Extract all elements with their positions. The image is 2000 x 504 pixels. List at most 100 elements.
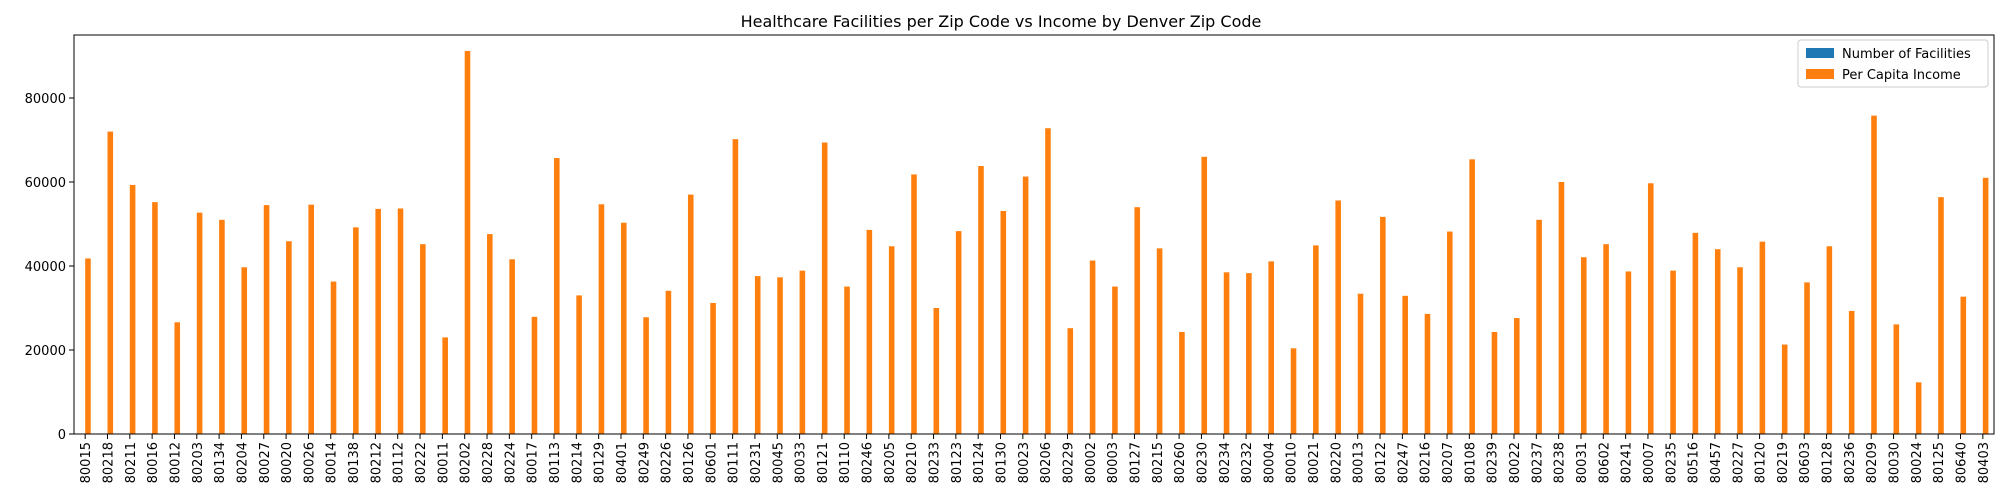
x-tick-label: 80228 — [481, 442, 496, 483]
bar-per-capita-income — [1157, 248, 1163, 434]
x-tick-label: 80247 — [1396, 442, 1411, 483]
x-tick-label: 80227 — [1731, 442, 1746, 483]
x-tick-label: 80640 — [1955, 442, 1970, 483]
bar-per-capita-income — [1670, 271, 1676, 434]
bar-per-capita-income — [465, 51, 471, 434]
x-tick-label: 80204 — [235, 442, 250, 483]
bar-per-capita-income — [1358, 294, 1364, 434]
bar-per-capita-income — [554, 158, 560, 434]
x-tick-label: 80601 — [704, 442, 719, 483]
bar-per-capita-income — [800, 271, 806, 434]
bar-per-capita-income — [688, 195, 694, 434]
bar-per-capita-income — [576, 295, 582, 434]
x-tick-label: 80246 — [861, 442, 876, 483]
bar-per-capita-income — [710, 303, 716, 434]
x-tick-label: 80125 — [1932, 442, 1947, 483]
y-tick-label: 0 — [58, 428, 66, 443]
bar-per-capita-income — [331, 282, 337, 434]
x-tick-label: 80220 — [1329, 442, 1344, 483]
x-tick-label: 80234 — [1218, 442, 1233, 483]
x-tick-label: 80011 — [436, 442, 451, 483]
x-tick-label: 80232 — [1240, 442, 1255, 483]
x-tick-label: 80012 — [168, 442, 183, 483]
x-tick-label: 80003 — [1106, 442, 1121, 483]
x-tick-label: 80214 — [570, 442, 585, 483]
bar-per-capita-income — [1001, 211, 1007, 434]
x-tick-label: 80108 — [1463, 442, 1478, 483]
x-tick-label: 80401 — [615, 442, 630, 483]
bar-per-capita-income — [1894, 324, 1900, 434]
x-tick-label: 80113 — [548, 442, 563, 483]
x-tick-label: 80024 — [1910, 442, 1925, 483]
bar-per-capita-income — [509, 259, 515, 434]
x-tick-label: 80249 — [637, 442, 652, 483]
bar-per-capita-income — [1849, 311, 1855, 434]
x-tick-label: 80202 — [459, 442, 474, 483]
x-tick-label: 80120 — [1754, 442, 1769, 483]
x-tick-label: 80403 — [1977, 442, 1992, 483]
bar-per-capita-income — [375, 209, 381, 434]
bar-per-capita-income — [1402, 296, 1408, 434]
x-tick-label: 80205 — [883, 442, 898, 483]
bar-per-capita-income — [1335, 200, 1341, 434]
bar-per-capita-income — [107, 132, 113, 434]
bar-per-capita-income — [1425, 314, 1431, 434]
bar-per-capita-income — [286, 241, 292, 434]
x-tick-label: 80207 — [1441, 442, 1456, 483]
x-tick-label: 80516 — [1687, 442, 1702, 483]
bar-per-capita-income — [599, 204, 605, 434]
legend-swatch — [1806, 69, 1834, 79]
x-tick-label: 80224 — [503, 442, 518, 483]
bar-per-capita-income — [956, 231, 962, 434]
x-tick-label: 80219 — [1776, 442, 1791, 483]
bar-per-capita-income — [398, 208, 404, 434]
bar-per-capita-income — [822, 143, 828, 434]
bar-per-capita-income — [1782, 345, 1788, 434]
x-tick-label: 80111 — [727, 442, 742, 483]
x-tick-label: 80030 — [1888, 442, 1903, 483]
x-tick-label: 80010 — [1285, 442, 1300, 483]
x-tick-label: 80127 — [1128, 442, 1143, 483]
bar-per-capita-income — [197, 213, 203, 434]
x-tick-label: 80022 — [1508, 442, 1523, 483]
x-tick-label: 80231 — [749, 442, 764, 483]
bar-per-capita-income — [844, 287, 850, 434]
x-tick-label: 80237 — [1530, 442, 1545, 483]
x-tick-label: 80124 — [972, 442, 987, 483]
bar-per-capita-income — [1447, 232, 1453, 434]
bar-per-capita-income — [1559, 182, 1565, 434]
x-tick-label: 80128 — [1821, 442, 1836, 483]
x-tick-label: 80112 — [392, 442, 407, 483]
x-tick-label: 80238 — [1553, 442, 1568, 483]
x-tick-label: 80023 — [1017, 442, 1032, 483]
x-tick-label: 80233 — [928, 442, 943, 483]
x-tick-label: 80126 — [682, 442, 697, 483]
x-tick-label: 80130 — [995, 442, 1010, 483]
x-tick-label: 80045 — [771, 442, 786, 483]
bar-per-capita-income — [1603, 244, 1609, 434]
bar-per-capita-income — [1938, 197, 1944, 434]
y-tick-label: 80000 — [25, 92, 66, 107]
x-tick-label: 80016 — [146, 442, 161, 483]
bar-per-capita-income — [1916, 382, 1922, 434]
bar-per-capita-income — [1134, 207, 1140, 434]
bar-per-capita-income — [1961, 297, 1967, 434]
bar-per-capita-income — [1179, 332, 1185, 434]
bar-per-capita-income — [1090, 261, 1096, 434]
x-tick-label: 80229 — [1061, 442, 1076, 483]
bar-per-capita-income — [1268, 261, 1274, 434]
bar-per-capita-income — [1023, 177, 1029, 434]
bar-per-capita-income — [219, 220, 225, 434]
bar-per-capita-income — [1693, 233, 1699, 434]
x-tick-label: 80134 — [213, 442, 228, 483]
bar-per-capita-income — [130, 185, 136, 434]
x-tick-label: 80007 — [1642, 442, 1657, 483]
bar-per-capita-income — [1536, 220, 1542, 434]
bar-per-capita-income — [1246, 273, 1252, 434]
y-tick-label: 40000 — [25, 260, 66, 275]
